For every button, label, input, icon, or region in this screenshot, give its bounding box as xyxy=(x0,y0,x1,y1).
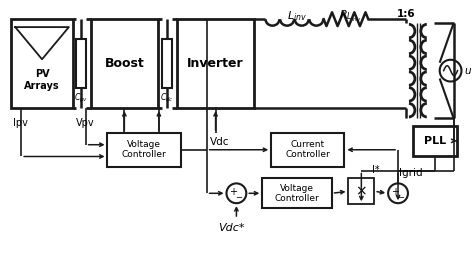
Text: 1:6: 1:6 xyxy=(397,9,415,19)
Text: Voltage
Controller: Voltage Controller xyxy=(122,140,166,159)
Bar xyxy=(76,39,86,88)
Text: Current
Controller: Current Controller xyxy=(285,140,330,159)
Bar xyxy=(413,126,456,156)
Text: $C_{pv}$: $C_{pv}$ xyxy=(74,91,88,105)
Text: Inverter: Inverter xyxy=(187,57,244,70)
Bar xyxy=(348,178,374,204)
Text: $R_{L_{inv}}$: $R_{L_{inv}}$ xyxy=(339,9,362,24)
Text: Vpv: Vpv xyxy=(76,118,94,128)
Text: ×: × xyxy=(356,184,367,198)
Bar xyxy=(271,133,345,167)
Text: +: + xyxy=(391,187,399,197)
Text: Vdc*: Vdc* xyxy=(218,223,245,233)
Bar xyxy=(11,19,73,108)
Text: Vdc: Vdc xyxy=(210,137,229,147)
Bar xyxy=(177,19,254,108)
Text: $C_{dc}$: $C_{dc}$ xyxy=(160,91,174,104)
Text: u: u xyxy=(465,66,471,76)
Text: −: − xyxy=(235,193,242,202)
Text: Voltage
Controller: Voltage Controller xyxy=(274,183,319,203)
Text: +: + xyxy=(229,187,237,197)
Bar xyxy=(108,133,181,167)
Text: PLL: PLL xyxy=(424,136,446,146)
Text: PV
Arrays: PV Arrays xyxy=(24,69,60,90)
Text: Igrid: Igrid xyxy=(399,168,423,178)
Bar xyxy=(91,19,158,108)
Text: $L_{inv}$: $L_{inv}$ xyxy=(287,9,307,23)
Bar xyxy=(262,178,332,208)
Text: I*: I* xyxy=(373,166,380,176)
Bar xyxy=(162,39,172,88)
Text: Ipv: Ipv xyxy=(13,118,28,128)
Text: Boost: Boost xyxy=(104,57,144,70)
Text: −: − xyxy=(398,193,404,202)
